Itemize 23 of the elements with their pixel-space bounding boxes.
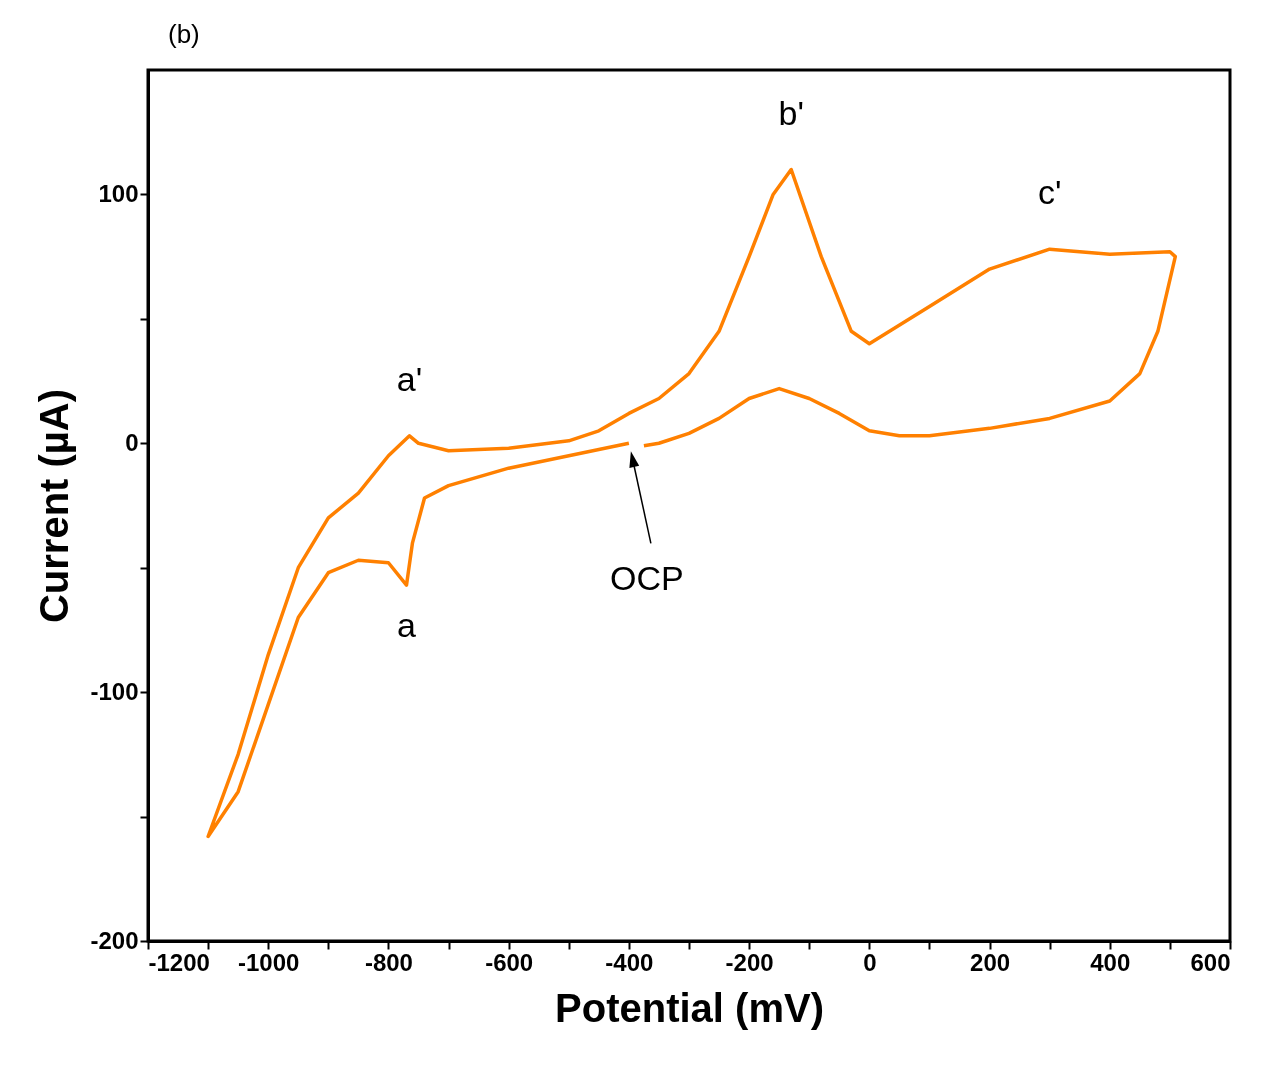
x-tick-label: -1200 bbox=[148, 948, 210, 976]
x-tick-label: 400 bbox=[1090, 948, 1131, 976]
y-axis-title: Current (µA) bbox=[32, 388, 77, 624]
x-tick-label: 0 bbox=[863, 948, 877, 976]
annotation: a' bbox=[396, 359, 423, 398]
x-tick-label: 200 bbox=[970, 948, 1011, 976]
line-series bbox=[206, 167, 1178, 839]
x-tick-label: 600 bbox=[1190, 948, 1231, 976]
x-tick-label: -200 bbox=[725, 948, 774, 976]
x-tick-label: -400 bbox=[605, 948, 654, 976]
y-tick-label: -100 bbox=[90, 677, 139, 705]
y-tick-label: 0 bbox=[125, 428, 139, 456]
y-tick-label: -200 bbox=[90, 926, 139, 954]
text: (b) bbox=[168, 19, 200, 49]
annotation: c' bbox=[1037, 173, 1062, 212]
x-tick-label: -800 bbox=[364, 948, 413, 976]
annotation: a bbox=[397, 606, 417, 645]
y-tick-label: 100 bbox=[98, 179, 139, 207]
x-tick-label: -600 bbox=[485, 948, 534, 976]
x-axis-title: Potential (mV) bbox=[555, 985, 824, 1030]
x-tick-label: -1000 bbox=[238, 948, 300, 976]
annotation: b' bbox=[778, 93, 804, 132]
annotation: OCP bbox=[610, 559, 684, 598]
